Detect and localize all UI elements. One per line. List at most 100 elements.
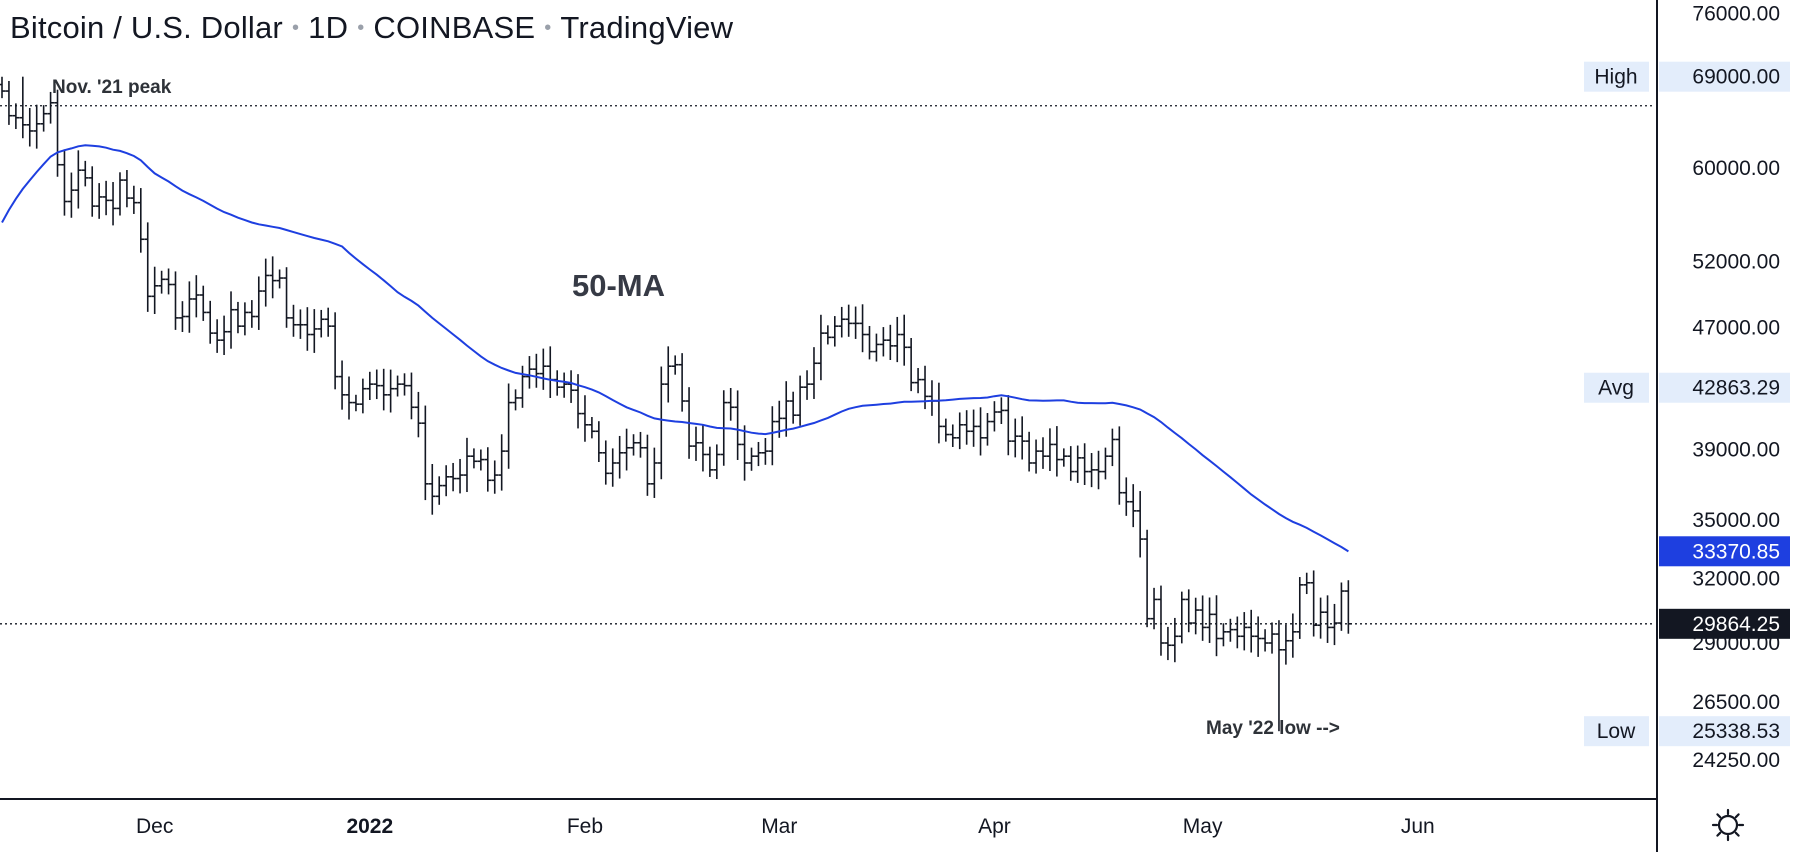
annotations: Nov. '21 peak 50-MA May '22 low --> — [52, 77, 1340, 739]
ohlc-bar — [463, 437, 471, 493]
current-price-label-value: 29864.25 — [1692, 613, 1780, 636]
ohlc-bar — [553, 370, 561, 396]
ohlc-bar — [650, 447, 658, 498]
ohlc-bar — [1254, 616, 1262, 657]
ohlc-bar — [317, 309, 325, 338]
ohlc-bar — [227, 291, 235, 349]
chart-annotation: May '22 low --> — [1206, 718, 1340, 739]
ohlc-bar — [366, 371, 374, 401]
symbol-name[interactable]: Bitcoin / U.S. Dollar — [10, 10, 283, 45]
ohlc-bar — [852, 306, 860, 339]
ohlc-bar — [1136, 491, 1144, 558]
ohlc-bar — [1102, 447, 1109, 480]
ohlc-bar — [859, 304, 866, 353]
ohlc-bar — [68, 172, 75, 218]
ohlc-bar — [623, 428, 630, 471]
ohlc-bar — [130, 185, 138, 214]
ohlc-bar — [831, 316, 839, 347]
ohlc-bar — [574, 374, 582, 429]
ohlc-bar — [921, 365, 929, 410]
ohlc-bar — [755, 441, 762, 467]
avg-price-label-value: 42863.29 — [1692, 377, 1780, 400]
ohlc-bar — [886, 324, 894, 360]
ohlc-bar — [19, 76, 27, 139]
ohlc-bar — [338, 360, 346, 410]
ohlc-bar — [213, 319, 221, 353]
ohlc-bar — [1164, 626, 1172, 661]
ohlc-bar — [206, 300, 214, 344]
ohlc-bar — [956, 412, 964, 450]
exchange-label: COINBASE — [373, 10, 536, 45]
interval-label[interactable]: 1D — [308, 10, 349, 45]
ohlc-bar — [88, 166, 96, 217]
ohlc-bar — [1331, 603, 1338, 646]
ohlc-bar — [810, 347, 818, 399]
ohlc-bar — [1046, 428, 1054, 472]
ohlc-bar — [297, 309, 304, 339]
settings-gear-icon[interactable] — [1711, 808, 1745, 842]
ohlc-bar — [692, 426, 700, 461]
x-tick-label: Mar — [761, 815, 797, 838]
ohlc-bar — [741, 425, 748, 481]
platform-label: TradingView — [560, 10, 734, 45]
ohlc-bar — [671, 355, 679, 375]
ohlc-bar — [165, 268, 172, 295]
avg-price-label-tag: Avg — [1598, 377, 1634, 400]
ohlc-bar — [310, 309, 318, 353]
ohlc-bar — [269, 256, 277, 299]
ohlc-bar — [1220, 623, 1227, 647]
ohlc-bar — [331, 312, 339, 390]
ohlc-bar — [394, 375, 401, 397]
ohlc-bar — [303, 307, 311, 351]
ohlc-bar — [491, 460, 499, 494]
ohlc-bar — [512, 389, 519, 411]
high-price-label-value: 69000.00 — [1692, 66, 1780, 89]
ohlc-bar — [900, 314, 908, 366]
ohlc-bar — [970, 409, 977, 447]
ohlc-bar — [949, 424, 957, 448]
ohlc-bar — [789, 391, 797, 424]
ohlc-bar — [1310, 570, 1318, 637]
ohlc-bar — [0, 76, 6, 99]
ohlc-bar — [519, 365, 526, 408]
ohlc-bar — [977, 407, 984, 456]
reference-lines — [0, 105, 1655, 625]
ohlc-bar — [192, 275, 200, 318]
ohlc-bar — [109, 182, 117, 226]
ohlc-bar — [664, 346, 672, 403]
low-price-label-tag: Low — [1597, 720, 1636, 743]
ohlc-bar — [1143, 529, 1151, 628]
low-price-label: Low 25338.53 — [1584, 716, 1790, 747]
ohlc-bar — [907, 337, 915, 392]
ohlc-bar — [824, 325, 832, 345]
ohlc-bar — [879, 327, 887, 357]
ohlc-bar — [470, 448, 478, 469]
ohlc-bar — [817, 314, 825, 381]
ohlc-bar — [866, 325, 873, 360]
y-tick-label: 60000.00 — [1692, 157, 1780, 180]
y-tick-label: 32000.00 — [1692, 568, 1780, 591]
chart-annotation: Nov. '21 peak — [52, 77, 172, 98]
ohlc-bar — [1192, 597, 1200, 635]
ohlc-bar — [1004, 395, 1012, 456]
ohlc-bar — [380, 368, 388, 411]
ohlc-bar — [609, 448, 617, 487]
ohlc-bar — [637, 431, 644, 458]
ohlc-bar — [1289, 613, 1297, 658]
x-tick-label: Apr — [978, 815, 1011, 838]
ohlc-bar — [1081, 443, 1089, 486]
ohlc-bar — [199, 285, 207, 321]
ohlc-bar — [748, 447, 755, 471]
ohlc-bar — [560, 372, 568, 398]
title-separator-dot: • — [357, 17, 365, 39]
ohlc-bar — [5, 80, 13, 125]
ohlc-bar — [428, 464, 436, 515]
ohlc-bar — [61, 149, 68, 216]
ohlc-bar — [838, 306, 846, 338]
ohlc-bar — [283, 267, 290, 328]
ohlc-bar — [456, 458, 464, 494]
ohlc-bar — [567, 370, 575, 403]
ohlc-bar — [1338, 582, 1345, 631]
ohlc-bar — [734, 390, 742, 460]
